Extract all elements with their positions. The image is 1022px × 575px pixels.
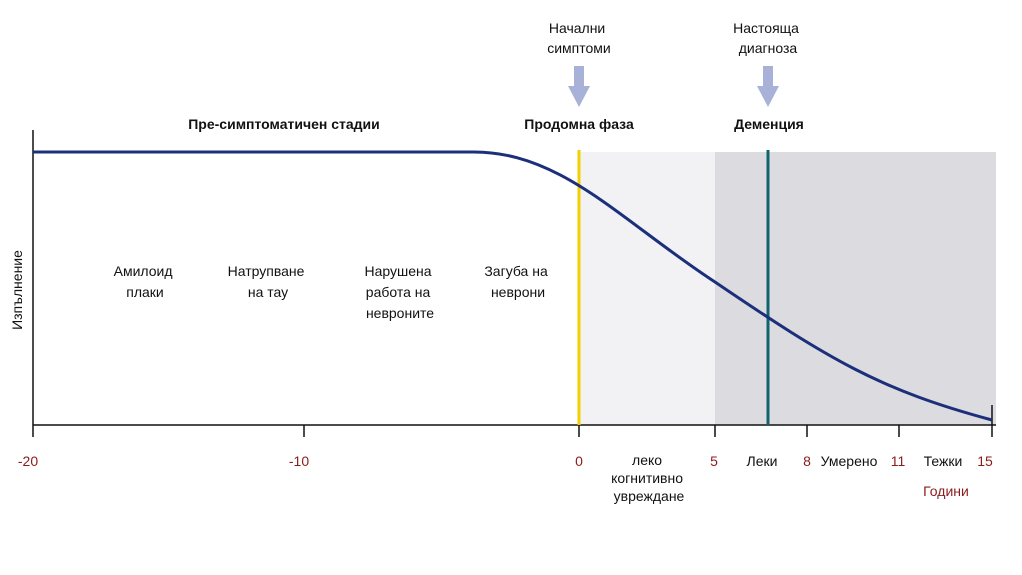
severity-severe: Тежки [924, 453, 963, 469]
phase-presymptomatic: Пре-симптоматичен стадии [188, 116, 380, 132]
stage-neuron-dysfunction-line-3: невроните [366, 305, 434, 321]
stage-neuron-dysfunction: Нарушена работа на невроните [365, 263, 436, 321]
severity-mild-ci-line-2: когнитивно [611, 470, 683, 486]
x-unit-label: Години [923, 483, 969, 499]
phase-prodromal: Продомна фаза [524, 116, 634, 132]
severity-moderate: Умерено [821, 453, 878, 469]
severity-mild-ci: леко когнитивно увреждане [611, 452, 687, 504]
phase-dementia: Деменция [734, 116, 804, 132]
current-diagnosis-line-1: Настояща [733, 20, 799, 36]
stage-tau-line-1: Натрупване [228, 263, 305, 279]
tick-label: 8 [803, 453, 811, 469]
stage-neuron-loss: Загуба на неврони [484, 263, 551, 300]
current-diagnosis-line-2: диагноза [739, 40, 798, 56]
current-diagnosis-label: Настояща диагноза [733, 20, 803, 56]
severity-mild: Леки [747, 453, 778, 469]
prodromal-region [579, 152, 715, 425]
initial-symptoms-line-2: симптоми [547, 40, 611, 56]
tick-label: -20 [18, 453, 38, 469]
tick-label: 11 [891, 453, 906, 469]
stage-tau: Натрупване на тау [228, 263, 309, 300]
tick-label: 5 [710, 453, 718, 469]
stage-neuron-loss-line-2: неврони [491, 284, 545, 300]
stage-neuron-dysfunction-line-2: работа на [366, 284, 431, 300]
initial-symptoms-arrow [568, 66, 590, 107]
tick-label: 15 [977, 453, 993, 469]
stage-tau-line-2: на тау [248, 284, 288, 300]
initial-symptoms-label: Начални симптоми [547, 20, 611, 56]
dementia-region [715, 152, 996, 425]
stage-amyloid-line-1: Амилоид [114, 263, 173, 279]
stage-neuron-dysfunction-line-1: Нарушена [365, 263, 432, 279]
stage-neuron-loss-line-1: Загуба на [484, 263, 548, 279]
x-ticks [32, 405, 993, 437]
severity-mild-ci-line-1: леко [632, 452, 662, 468]
current-diagnosis-arrow [757, 66, 779, 107]
stage-amyloid-line-2: плаки [126, 284, 163, 300]
performance-curve [33, 150, 993, 422]
initial-symptoms-line-1: Начални [549, 20, 605, 36]
tick-label: -10 [289, 453, 309, 469]
severity-mild-ci-line-3: увреждане [614, 488, 685, 504]
tick-label: 0 [575, 453, 583, 469]
stage-amyloid: Амилоид плаки [114, 263, 177, 300]
y-axis-label: Изпълнение [9, 250, 25, 330]
